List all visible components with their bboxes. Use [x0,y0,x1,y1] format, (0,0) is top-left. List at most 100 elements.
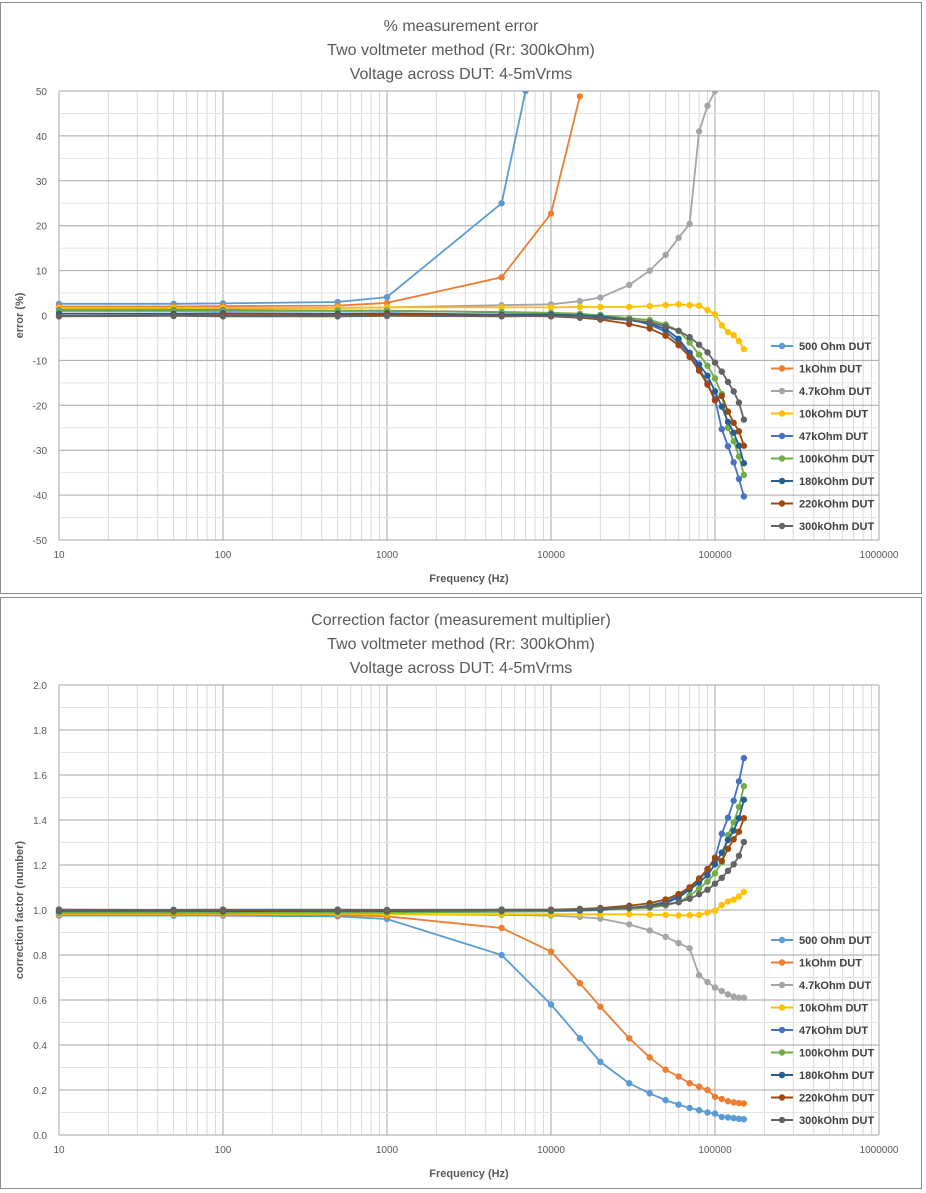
x-tick-label: 10000 [537,550,565,561]
x-tick-label: 100 [215,1145,232,1156]
data-point [170,312,177,320]
data-point [695,891,703,898]
data-point [547,1001,555,1008]
y-tick-label: 0.6 [33,996,47,1007]
data-point [718,322,725,329]
data-point [576,297,584,305]
data-point [735,399,743,406]
data-point [695,911,703,919]
data-point [740,1116,748,1123]
data-point [626,316,633,324]
data-point [55,313,63,320]
data-point [735,337,743,345]
data-point [735,994,743,1001]
data-point [675,301,682,308]
legend-label: 180kOhm DUT [799,1070,874,1082]
data-point [675,335,682,343]
legend-label: 500 Ohm DUT [799,341,871,353]
data-point [662,332,669,339]
data-point [675,912,682,919]
y-tick-label: 0 [41,312,47,323]
data-point [718,392,725,400]
data-point [704,865,711,873]
legend-swatch-marker [778,500,786,507]
data-point [711,310,719,318]
y-tick-label: 30 [36,177,48,188]
legend-swatch-marker [778,410,786,417]
data-point [718,857,725,865]
series-500-ohm-dut [55,912,748,1123]
data-point [646,325,653,332]
data-point [711,388,719,395]
data-point [576,979,584,987]
data-point [498,274,505,281]
data-point [695,367,703,374]
correction-chart-svg: 10 100 1000 10000 100000 1000000 0.0 0.2 0.4 0.6 0… [14,681,899,1180]
data-point [675,341,682,349]
y-tick-label: 0.4 [33,1041,47,1052]
data-point [704,878,711,885]
data-point [646,911,653,918]
data-point [547,906,555,913]
data-point [695,1083,703,1090]
legend-item-180kohm-dut: 180kOhm DUT [771,1070,874,1082]
data-point [383,906,391,913]
legend-label: 1kOhm DUT [799,958,862,970]
data-point [730,797,737,804]
series-line-500-ohm-dut [59,91,527,305]
data-point [704,978,711,986]
data-point [704,372,711,379]
data-point [730,1114,737,1122]
x-axis-title: Frequency (Hz) [429,1168,509,1180]
data-point [597,303,604,311]
legend-item-4-7kohm-dut: 4.7kOhm DUT [771,386,871,398]
data-point [740,345,748,353]
data-point [740,815,748,822]
data-point [695,341,703,348]
data-point [547,948,555,955]
data-point [711,375,719,382]
legend-swatch-marker [778,959,786,966]
data-point [383,312,391,320]
data-point [597,1003,604,1010]
data-point [724,836,732,844]
legend-item-47kohm-dut: 47kOhm DUT [771,1025,868,1037]
series-500-ohm-dut [55,91,529,308]
data-point [735,428,743,435]
data-point [675,898,682,906]
data-point [662,911,669,919]
data-point [695,1107,703,1114]
data-point [718,830,725,837]
legend-label: 47kOhm DUT [799,431,868,443]
data-point [646,319,653,326]
data-point [704,1086,711,1094]
x-tick-label: 10 [53,550,65,561]
data-point [711,359,719,366]
x-tick-label: 1000 [376,1145,399,1156]
data-point [704,871,711,879]
data-point [704,349,711,356]
legend-item-100kohm-dut: 100kOhm DUT [771,454,874,466]
data-point [170,906,177,913]
data-point [735,1099,743,1107]
data-point [711,984,719,991]
legend-swatch-marker [778,981,786,989]
legend-swatch-marker [778,387,786,395]
data-point [695,302,703,309]
data-point [695,875,703,882]
data-point [695,885,703,892]
chart-title-line-2: Two voltmeter method (Rr: 300kOhm) [327,42,595,59]
series-line-47kohm-dut [59,757,745,914]
y-tick-label: 1.8 [33,726,47,737]
data-point [730,836,737,843]
y-tick-label: 0.0 [33,1131,47,1142]
legend-item-220kohm-dut: 220kOhm DUT [771,1093,874,1105]
data-point [383,293,391,301]
correction-chart-panel: Correction factor (measurement multiplie… [0,597,922,1189]
legend-item-1kohm-dut: 1kOhm DUT [771,364,862,376]
series-180kohm-dut [55,796,748,915]
data-point [740,471,748,479]
data-point [730,429,737,436]
data-point [626,921,633,928]
data-point [219,906,227,913]
